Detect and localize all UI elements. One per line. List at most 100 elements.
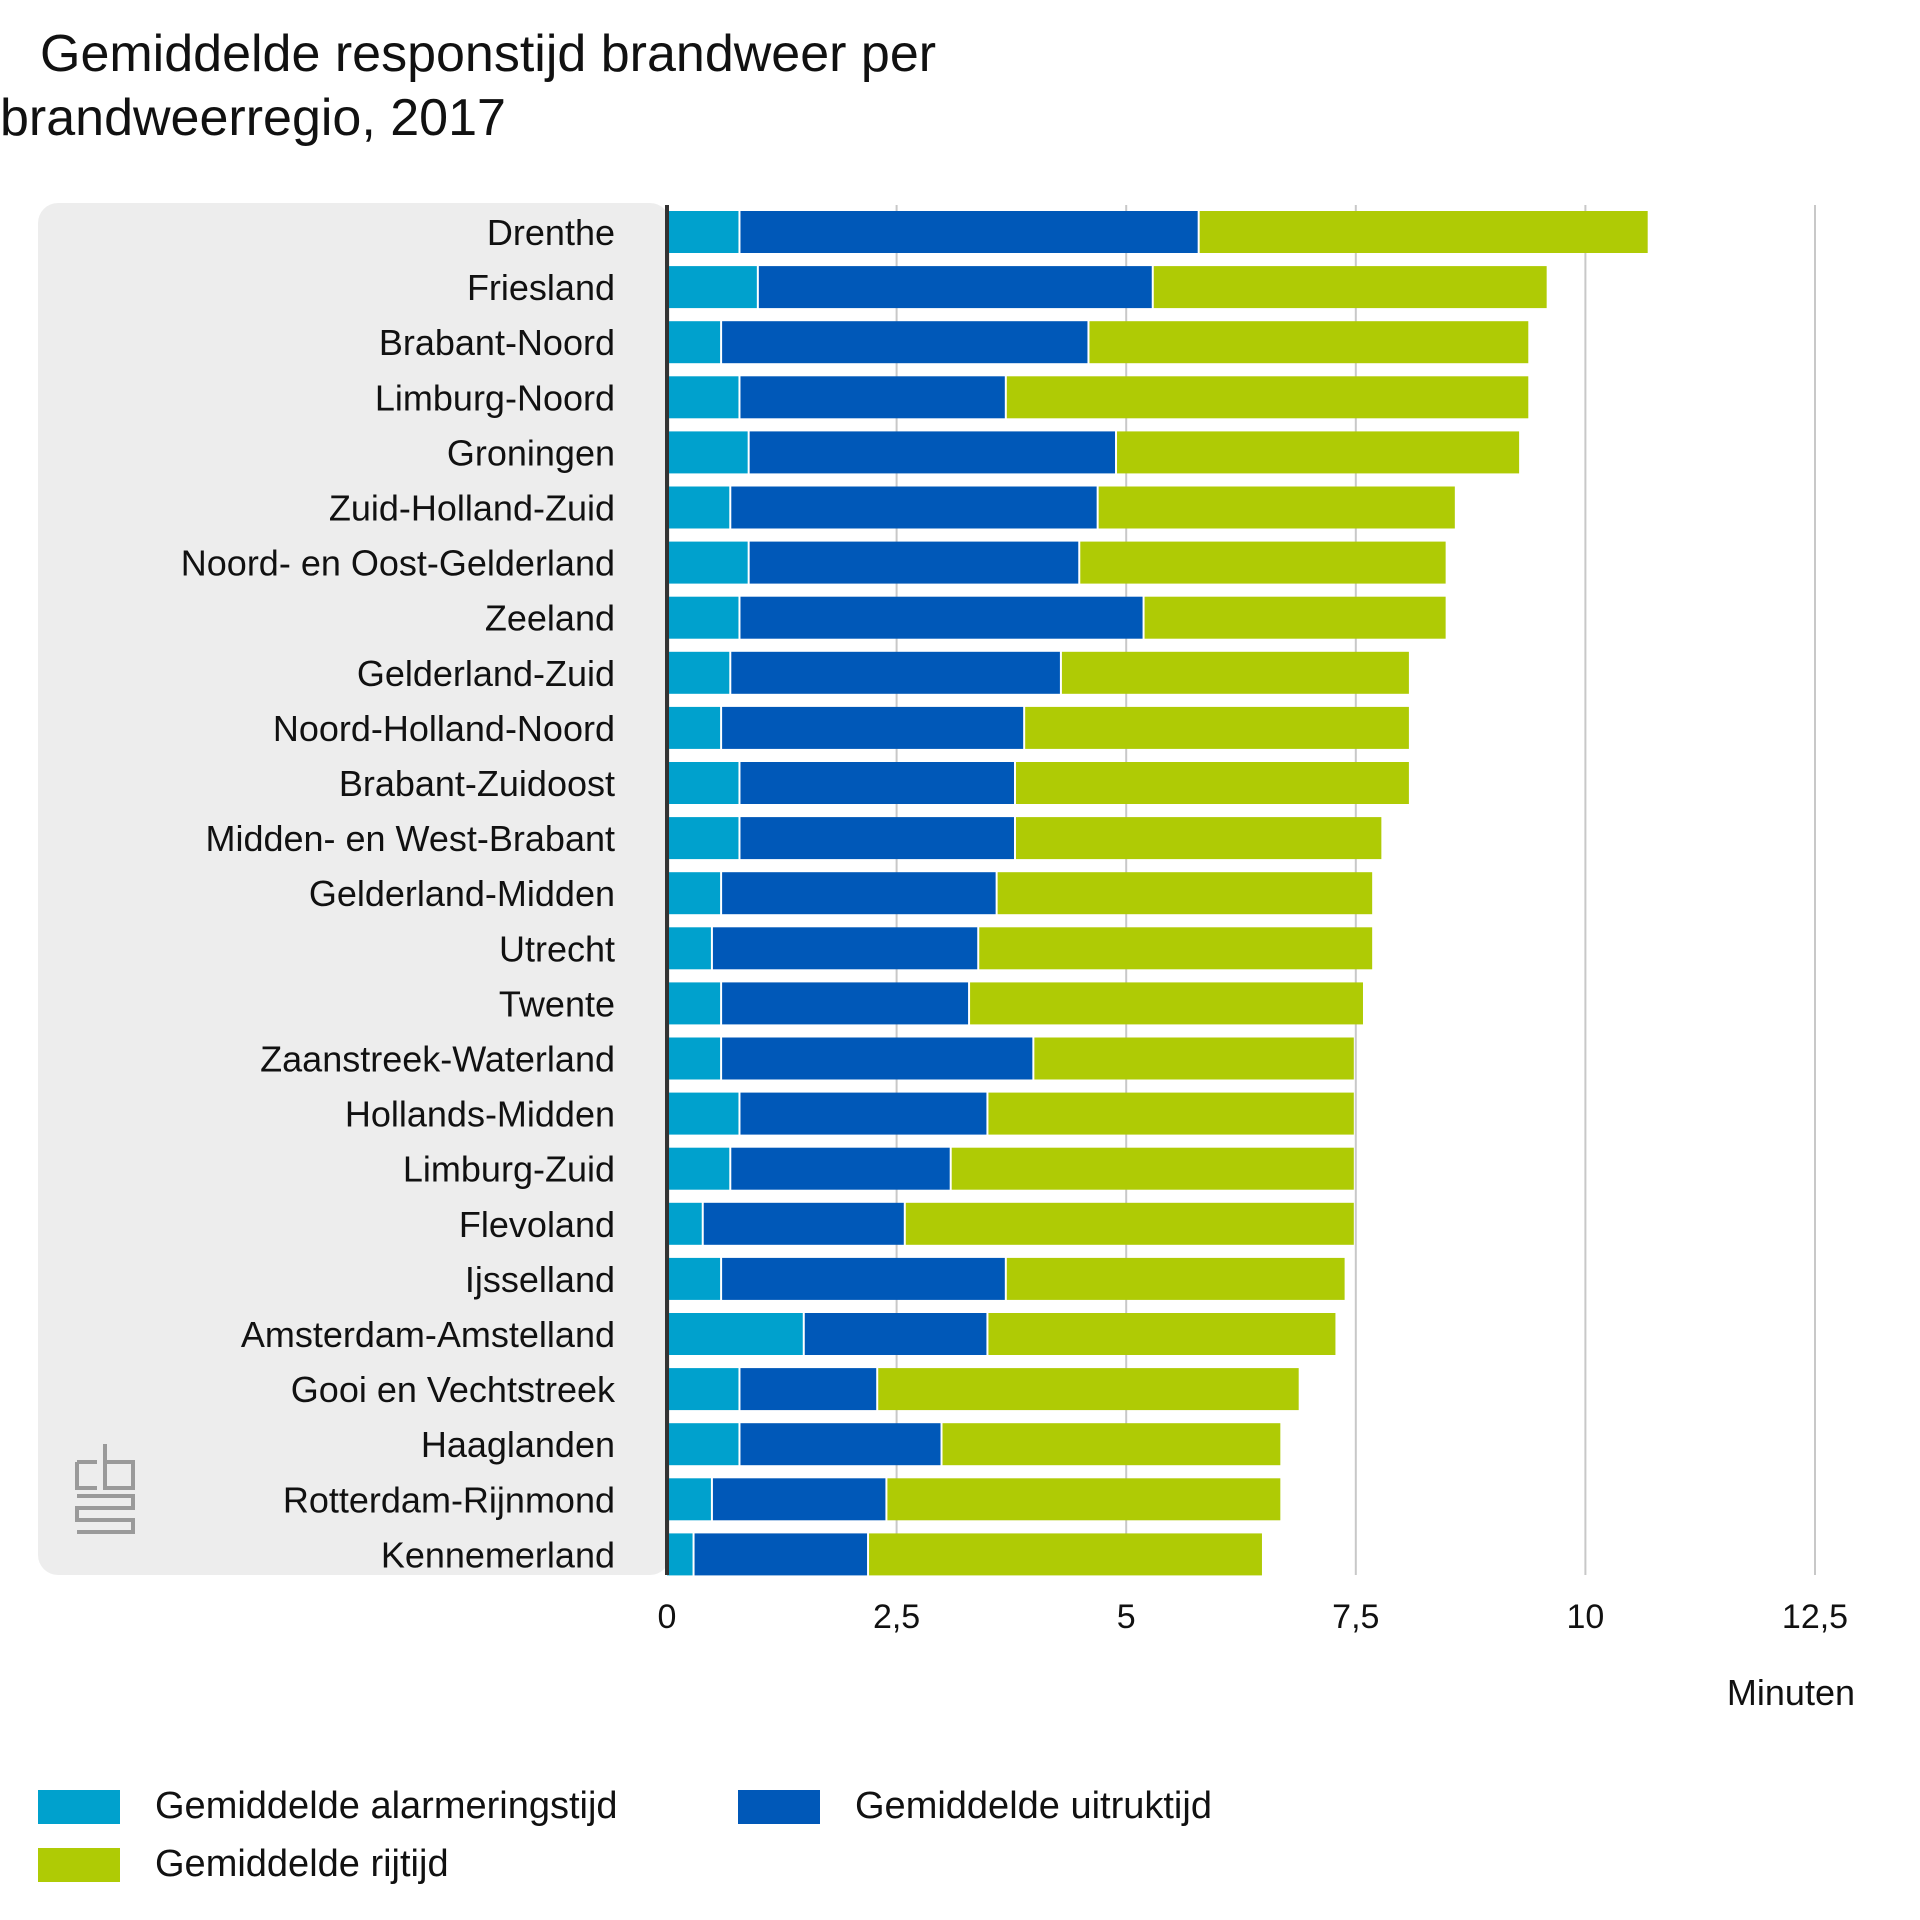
x-tick-label-1: 2,5 (873, 1598, 920, 1636)
category-label-kennemerland: Kennemerland (381, 1534, 615, 1575)
bar-flevoland-alarmeringstijd (667, 1202, 702, 1245)
bar-ijsselland-alarmeringstijd (667, 1257, 721, 1300)
x-axis-unit-label: Minuten (1727, 1672, 1855, 1713)
category-label-midden-en-west-brabant: Midden- en West-Brabant (205, 818, 615, 859)
bar-haaglanden-uitruktijd (740, 1423, 941, 1466)
bar-hollands-midden-alarmeringstijd (667, 1092, 739, 1135)
x-tick-label-0: 0 (658, 1598, 677, 1636)
bar-utrecht-uitruktijd (712, 927, 978, 970)
x-axis-ticks: 0 2,5 5 7,5 10 12,5 (658, 1598, 1849, 1636)
bar-brabant-zuidoost-rijtijd (1015, 762, 1409, 804)
chart-title-line-1: Gemiddelde responstijd brandweer per (40, 25, 937, 83)
bar-drenthe-alarmeringstijd (667, 211, 739, 253)
legend-label-uitruktijd: Gemiddelde uitruktijd (855, 1785, 1212, 1827)
category-label-brabant-zuidoost: Brabant-Zuidoost (339, 763, 615, 804)
chart-title-line-2: brandweerregio, 2017 (0, 89, 506, 147)
legend: Gemiddelde alarmeringstijd Gemiddelde ui… (38, 1785, 1838, 1905)
bar-rotterdam-rijnmond-uitruktijd (712, 1478, 886, 1521)
bar-zeeland-alarmeringstijd (667, 596, 739, 639)
bar-twente-uitruktijd (722, 982, 969, 1025)
bar-groningen-rijtijd (1117, 431, 1520, 474)
bar-noord-en-oost-gelderland-uitruktijd (749, 541, 1079, 584)
bar-zuid-holland-zuid-uitruktijd (731, 486, 1097, 529)
bar-noord-holland-noord-alarmeringstijd (667, 706, 721, 749)
cbs-logo-icon (75, 1444, 135, 1534)
bar-friesland-alarmeringstijd (667, 266, 757, 309)
category-label-noord-en-oost-gelderland: Noord- en Oost-Gelderland (181, 543, 615, 584)
bar-noord-holland-noord-uitruktijd (722, 706, 1024, 749)
bar-utrecht-rijtijd (979, 927, 1373, 970)
bar-hollands-midden-uitruktijd (740, 1092, 987, 1135)
bar-limburg-zuid-rijtijd (951, 1147, 1354, 1190)
bar-zuid-holland-zuid-rijtijd (1098, 486, 1455, 529)
category-label-zeeland: Zeeland (485, 598, 615, 639)
bar-noord-en-oost-gelderland-rijtijd (1080, 541, 1446, 584)
category-labels: Drenthe Friesland Brabant-Noord Limburg-Noo… (181, 212, 616, 1575)
bar-limburg-noord-rijtijd (1006, 376, 1529, 419)
category-label-haaglanden: Haaglanden (421, 1424, 615, 1465)
bar-limburg-noord-uitruktijd (740, 376, 1005, 419)
category-label-friesland: Friesland (467, 267, 615, 308)
bar-noord-en-oost-gelderland-alarmeringstijd (667, 541, 748, 584)
legend-item-uitruktijd: Gemiddelde uitruktijd (738, 1785, 1212, 1828)
category-label-utrecht: Utrecht (499, 928, 615, 969)
bar-gooi-en-vechtstreek-alarmeringstijd (667, 1368, 739, 1411)
bar-noord-holland-noord-rijtijd (1025, 706, 1409, 749)
category-label-limburg-noord: Limburg-Noord (375, 377, 615, 418)
category-label-gooi-en-vechtstreek: Gooi en Vechtstreek (291, 1369, 616, 1410)
x-tick-label-3: 7,5 (1332, 1598, 1379, 1636)
category-label-drenthe: Drenthe (487, 212, 615, 253)
category-label-groningen: Groningen (447, 432, 615, 473)
bar-flevoland-rijtijd (905, 1202, 1354, 1245)
bar-drenthe-rijtijd (1199, 211, 1648, 253)
bar-midden-en-west-brabant-uitruktijd (740, 817, 1014, 860)
category-label-flevoland: Flevoland (459, 1204, 615, 1245)
category-label-hollands-midden: Hollands-Midden (345, 1094, 615, 1135)
bar-brabant-noord-alarmeringstijd (667, 321, 721, 364)
x-tick-label-5: 12,5 (1782, 1598, 1848, 1636)
category-label-ijsselland: Ijsselland (465, 1259, 615, 1300)
category-label-limburg-zuid: Limburg-Zuid (403, 1149, 615, 1190)
category-label-zuid-holland-zuid: Zuid-Holland-Zuid (329, 488, 615, 529)
bar-midden-en-west-brabant-alarmeringstijd (667, 817, 739, 860)
bar-amsterdam-amstelland-uitruktijd (804, 1313, 987, 1355)
bar-ijsselland-uitruktijd (722, 1257, 1005, 1300)
bar-groningen-uitruktijd (749, 431, 1116, 474)
legend-swatch-rijtijd (38, 1847, 120, 1882)
category-label-gelderland-midden: Gelderland-Midden (309, 873, 615, 914)
bar-amsterdam-amstelland-rijtijd (988, 1313, 1336, 1355)
x-tick-label-2: 5 (1117, 1598, 1136, 1636)
bar-zuid-holland-zuid-alarmeringstijd (667, 486, 730, 529)
bar-brabant-zuidoost-uitruktijd (740, 762, 1014, 804)
chart-label-panel (38, 203, 670, 1575)
bar-gooi-en-vechtstreek-uitruktijd (740, 1368, 877, 1411)
bar-kennemerland-rijtijd (869, 1533, 1262, 1576)
legend-swatch-uitruktijd (738, 1789, 820, 1824)
bar-brabant-zuidoost-alarmeringstijd (667, 762, 739, 804)
bar-kennemerland-uitruktijd (694, 1533, 868, 1576)
bar-twente-rijtijd (970, 982, 1363, 1025)
bar-utrecht-alarmeringstijd (667, 927, 711, 970)
bar-ijsselland-rijtijd (1006, 1257, 1345, 1300)
bar-limburg-zuid-alarmeringstijd (667, 1147, 730, 1190)
bar-gooi-en-vechtstreek-rijtijd (878, 1368, 1299, 1411)
bar-haaglanden-alarmeringstijd (667, 1423, 739, 1466)
legend-item-rijtijd: Gemiddelde rijtijd (38, 1843, 449, 1886)
bar-zaanstreek-waterland-uitruktijd (722, 1037, 1033, 1080)
bar-kennemerland-alarmeringstijd (667, 1533, 693, 1576)
bar-midden-en-west-brabant-rijtijd (1015, 817, 1382, 860)
bar-gelderland-midden-alarmeringstijd (667, 872, 721, 915)
category-label-gelderland-zuid: Gelderland-Zuid (357, 653, 615, 694)
bar-gelderland-zuid-uitruktijd (731, 651, 1060, 694)
legend-swatch-alarmeringstijd (38, 1789, 120, 1824)
bar-rotterdam-rijnmond-alarmeringstijd (667, 1478, 711, 1521)
legend-item-alarmeringstijd: Gemiddelde alarmeringstijd (38, 1785, 618, 1828)
bar-limburg-zuid-uitruktijd (731, 1147, 950, 1190)
bar-flevoland-uitruktijd (703, 1202, 904, 1245)
bar-rotterdam-rijnmond-rijtijd (887, 1478, 1281, 1521)
bar-brabant-noord-rijtijd (1089, 321, 1529, 364)
category-label-twente: Twente (499, 983, 615, 1024)
category-label-rotterdam-rijnmond: Rotterdam-Rijnmond (283, 1479, 615, 1520)
bar-limburg-noord-alarmeringstijd (667, 376, 739, 419)
